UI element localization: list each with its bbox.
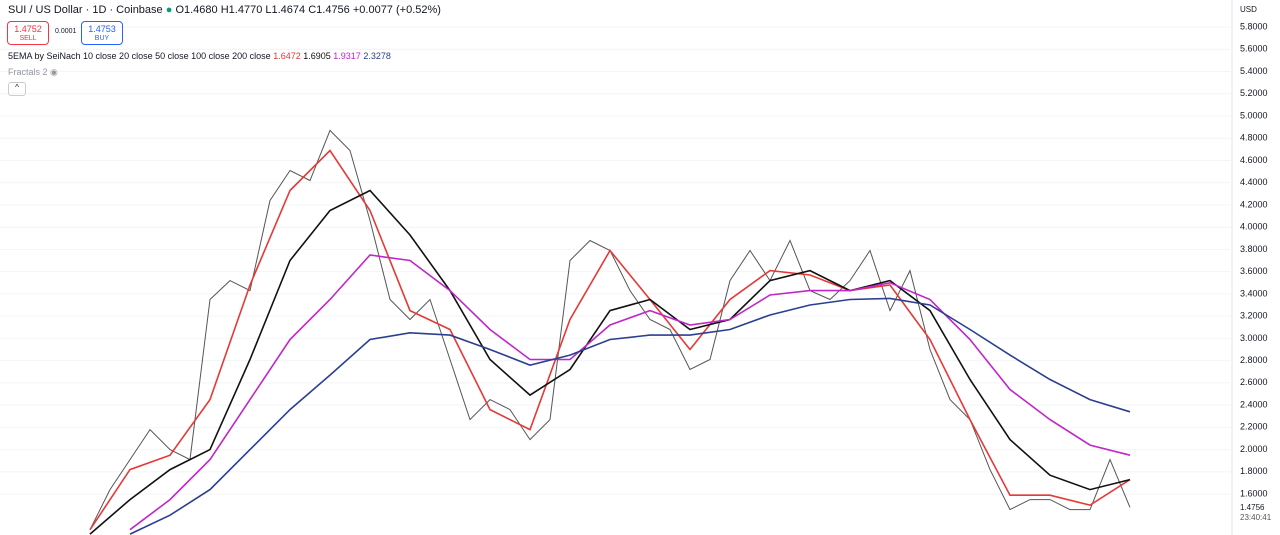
buy-price: 1.4753 [88, 24, 116, 34]
y-tick-label: 2.4000 [1240, 399, 1268, 409]
y-tick-label: 3.6000 [1240, 266, 1268, 276]
buy-button[interactable]: 1.4753 BUY [81, 21, 123, 45]
spread: 0.0001 [55, 28, 77, 35]
y-tick-label: 3.4000 [1240, 288, 1268, 298]
last-price: 1.4756 [1240, 503, 1265, 512]
y-tick-label: 2.6000 [1240, 377, 1268, 387]
series-line [89, 149, 1131, 531]
y-tick-label: 5.2000 [1240, 88, 1268, 98]
y-tick-label: 3.0000 [1240, 333, 1268, 343]
y-tick-label: 4.6000 [1240, 155, 1268, 165]
sell-label: SELL [19, 35, 37, 42]
y-tick-label: 2.2000 [1240, 422, 1268, 432]
open: O1.4680 [175, 4, 218, 16]
currency: USD [1240, 5, 1257, 14]
ema-legend: 5EMA by SeiNach 10 close 20 close 50 clo… [8, 51, 391, 61]
buy-label: BUY [94, 35, 110, 42]
ema-value: 2.3278 [363, 51, 391, 61]
y-tick-label: 1.8000 [1240, 466, 1268, 476]
y-tick-label: 3.8000 [1240, 244, 1268, 254]
y-tick-label: 3.2000 [1240, 311, 1268, 321]
fractals: Fractals 2 ◉ [8, 67, 58, 77]
close: C1.4756 [308, 4, 350, 16]
y-tick-label: 2.0000 [1240, 444, 1268, 454]
collapse-button[interactable]: ^ [8, 82, 26, 96]
y-tick-label: 4.4000 [1240, 177, 1268, 187]
y-tick-label: 4.2000 [1240, 199, 1268, 209]
y-tick-label: 5.4000 [1240, 66, 1268, 76]
sell-price: 1.4752 [14, 24, 42, 34]
y-tick-label: 2.8000 [1240, 355, 1268, 365]
low: L1.4674 [265, 4, 306, 16]
fractals-label: Fractals 2 [8, 67, 48, 77]
series-line [129, 297, 1131, 535]
series-line [89, 189, 1131, 535]
header: SUI / US Dollar · 1D · Coinbase ● O1.468… [8, 4, 441, 16]
ema-value: 1.6472 [273, 51, 301, 61]
symbol: SUI / US Dollar · 1D · Coinbase [8, 4, 163, 16]
y-tick-label: 4.8000 [1240, 133, 1268, 143]
countdown: 23:40:41 [1240, 513, 1272, 522]
ema-value: 1.9317 [333, 51, 361, 61]
ema-label: 5EMA by SeiNach 10 close 20 close 50 clo… [8, 51, 271, 61]
y-tick-label: 5.0000 [1240, 110, 1268, 120]
high: H1.4770 [220, 4, 263, 16]
y-tick-label: 4.0000 [1240, 222, 1268, 232]
ema-value: 1.6905 [303, 51, 331, 61]
y-tick-label: 1.6000 [1240, 488, 1268, 498]
sell-button[interactable]: 1.4752 SELL [7, 21, 49, 45]
change: +0.0077 (+0.52%) [352, 4, 441, 16]
y-tick-label: 5.8000 [1240, 21, 1268, 31]
y-tick-label: 5.6000 [1240, 44, 1268, 54]
series-line [89, 129, 1131, 530]
series-line [129, 254, 1131, 531]
